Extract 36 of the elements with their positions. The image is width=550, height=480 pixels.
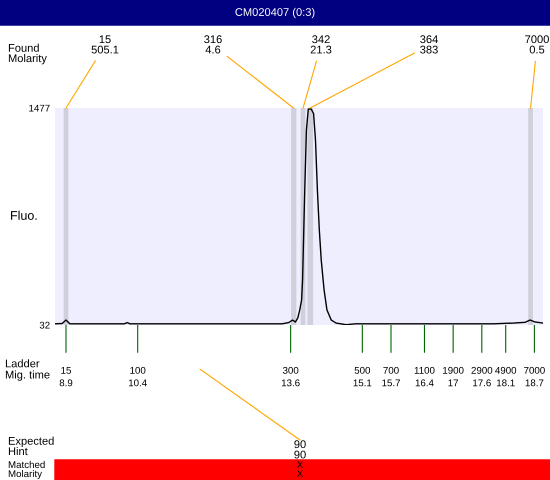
x-tick-label: 18.1	[497, 379, 515, 386]
x-tick-label: 17	[448, 380, 458, 386]
text: Found Molarity	[8, 44, 47, 64]
annotation: 15 505.1	[92, 35, 118, 54]
x-tick-label: 15.1	[354, 380, 372, 386]
x-tick-label: 15.7	[382, 380, 400, 386]
text: 100	[130, 366, 146, 374]
chart-title: CM020407 (0:3)	[235, 8, 314, 18]
x-tick-label: 8.9	[60, 379, 72, 386]
y-axis-title: Fluo.	[11, 210, 37, 220]
annotation: 342 21.3	[310, 35, 332, 54]
text: 300	[282, 366, 298, 374]
text: 90 90	[294, 440, 306, 459]
y-tick-label: 1477	[29, 104, 50, 112]
x-tick-label: 17.6	[473, 379, 491, 386]
annotation: 316 4.6	[204, 35, 222, 54]
annotation: 364 383	[420, 35, 438, 54]
x-tick-label: 16.4	[416, 379, 434, 386]
text: X X	[296, 461, 304, 478]
text: Matched Molarity	[8, 460, 45, 480]
x-tick-label: 18.7	[526, 379, 544, 386]
text: 1900	[443, 366, 464, 374]
annotation: 7000 0.5	[525, 35, 549, 54]
text: 1100	[414, 366, 435, 374]
text: 700	[383, 366, 399, 374]
x-axis-title: Ladder Mig. time	[6, 359, 50, 381]
line-series	[55, 108, 543, 325]
text: 15	[61, 367, 71, 374]
x-tick-label: 10.4	[128, 379, 147, 386]
x-tick-label: 13.6	[282, 379, 300, 386]
text: 7000	[524, 366, 545, 374]
text: Expected Hint	[8, 436, 54, 456]
text: 4900	[495, 366, 516, 374]
y-tick-label: 32	[40, 322, 50, 329]
text: 2900	[471, 366, 492, 374]
text: 500	[354, 366, 370, 374]
